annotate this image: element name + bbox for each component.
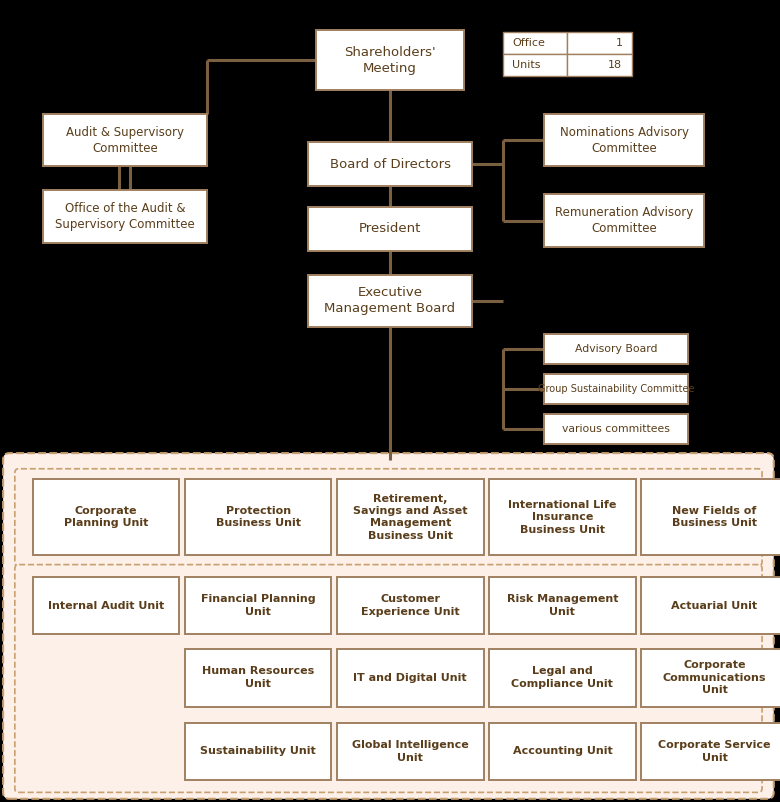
Text: various committees: various committees [562,424,670,434]
FancyBboxPatch shape [489,723,636,780]
FancyBboxPatch shape [33,480,179,555]
Text: Remuneration Advisory
Committee: Remuneration Advisory Committee [555,206,693,235]
FancyBboxPatch shape [641,480,780,555]
FancyBboxPatch shape [43,191,207,242]
FancyBboxPatch shape [316,30,464,90]
FancyBboxPatch shape [544,194,704,247]
FancyBboxPatch shape [337,480,484,555]
FancyBboxPatch shape [489,480,636,555]
Text: Board of Directors: Board of Directors [329,158,451,171]
FancyBboxPatch shape [43,115,207,167]
Text: Internal Audit Unit: Internal Audit Unit [48,601,165,610]
Text: Retirement,
Savings and Asset
Management
Business Unit: Retirement, Savings and Asset Management… [353,494,467,541]
FancyBboxPatch shape [544,334,689,364]
FancyBboxPatch shape [15,565,762,792]
FancyBboxPatch shape [568,32,632,55]
FancyBboxPatch shape [185,577,332,634]
Text: Corporate
Planning Unit: Corporate Planning Unit [64,506,148,529]
Text: 1: 1 [615,38,622,48]
Text: Accounting Unit: Accounting Unit [512,747,612,756]
FancyBboxPatch shape [15,468,762,566]
Text: Corporate
Communications
Unit: Corporate Communications Unit [663,660,766,695]
Text: Executive
Management Board: Executive Management Board [324,286,456,315]
FancyBboxPatch shape [489,577,636,634]
FancyBboxPatch shape [503,32,568,55]
FancyBboxPatch shape [503,55,568,76]
Text: Corporate Service
Unit: Corporate Service Unit [658,740,771,763]
FancyBboxPatch shape [185,480,332,555]
Text: Global Intelligence
Unit: Global Intelligence Unit [352,740,469,763]
Text: Audit & Supervisory
Committee: Audit & Supervisory Committee [66,126,184,155]
FancyBboxPatch shape [185,723,332,780]
FancyBboxPatch shape [641,577,780,634]
FancyBboxPatch shape [308,275,472,327]
Text: Units: Units [512,60,541,70]
FancyBboxPatch shape [641,649,780,707]
Text: Actuarial Unit: Actuarial Unit [672,601,757,610]
Text: IT and Digital Unit: IT and Digital Unit [353,673,467,683]
Text: Advisory Board: Advisory Board [575,344,658,354]
FancyBboxPatch shape [489,649,636,707]
FancyBboxPatch shape [568,55,632,76]
Text: Risk Management
Unit: Risk Management Unit [507,594,618,617]
Text: 18: 18 [608,60,622,70]
FancyBboxPatch shape [337,649,484,707]
FancyBboxPatch shape [308,142,472,186]
Text: Office: Office [512,38,545,48]
Text: President: President [359,222,421,235]
FancyBboxPatch shape [544,374,689,404]
Text: Nominations Advisory
Committee: Nominations Advisory Committee [559,126,689,155]
FancyBboxPatch shape [544,414,689,444]
Text: Shareholders'
Meeting: Shareholders' Meeting [344,46,436,75]
FancyBboxPatch shape [337,577,484,634]
Text: Legal and
Compliance Unit: Legal and Compliance Unit [512,666,613,689]
Text: International Life
Insurance
Business Unit: International Life Insurance Business Un… [509,500,616,535]
FancyBboxPatch shape [544,115,704,167]
FancyBboxPatch shape [337,723,484,780]
Text: Customer
Experience Unit: Customer Experience Unit [361,594,459,617]
Text: Group Sustainability Committee: Group Sustainability Committee [538,384,694,394]
Text: New Fields of
Business Unit: New Fields of Business Unit [672,506,757,529]
FancyBboxPatch shape [308,206,472,250]
FancyBboxPatch shape [3,453,774,799]
Text: Protection
Business Unit: Protection Business Unit [216,506,300,529]
Text: Sustainability Unit: Sustainability Unit [200,747,316,756]
Text: Financial Planning
Unit: Financial Planning Unit [201,594,315,617]
FancyBboxPatch shape [185,649,332,707]
Text: Human Resources
Unit: Human Resources Unit [202,666,314,689]
Text: Office of the Audit &
Supervisory Committee: Office of the Audit & Supervisory Commit… [55,202,195,231]
FancyBboxPatch shape [33,577,179,634]
FancyBboxPatch shape [641,723,780,780]
